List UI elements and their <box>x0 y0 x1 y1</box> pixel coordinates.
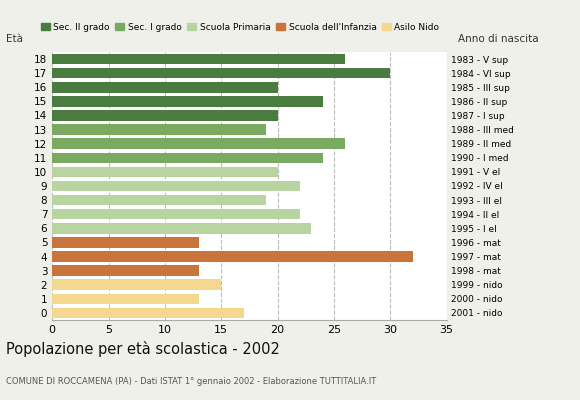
Bar <box>52 124 266 135</box>
Bar <box>52 181 300 191</box>
Bar <box>52 167 278 177</box>
Bar <box>52 54 345 64</box>
Bar <box>52 68 390 78</box>
Bar <box>52 223 311 234</box>
Bar <box>52 110 278 121</box>
Bar <box>52 308 244 318</box>
Bar <box>52 96 322 107</box>
Bar <box>52 195 266 205</box>
Bar <box>52 251 413 262</box>
Legend: Sec. II grado, Sec. I grado, Scuola Primaria, Scuola dell'Infanzia, Asilo Nido: Sec. II grado, Sec. I grado, Scuola Prim… <box>37 19 443 35</box>
Text: COMUNE DI ROCCAMENA (PA) - Dati ISTAT 1° gennaio 2002 - Elaborazione TUTTITALIA.: COMUNE DI ROCCAMENA (PA) - Dati ISTAT 1°… <box>6 377 376 386</box>
Bar <box>52 294 199 304</box>
Bar <box>52 209 300 220</box>
Bar <box>52 82 278 92</box>
Bar <box>52 237 199 248</box>
Text: Popolazione per età scolastica - 2002: Popolazione per età scolastica - 2002 <box>6 341 280 357</box>
Bar <box>52 138 345 149</box>
Bar <box>52 152 322 163</box>
Y-axis label: Età: Età <box>0 399 1 400</box>
Text: Anno di nascita: Anno di nascita <box>458 34 539 44</box>
Bar <box>52 280 221 290</box>
Bar <box>52 265 199 276</box>
Text: Età: Età <box>6 34 23 44</box>
